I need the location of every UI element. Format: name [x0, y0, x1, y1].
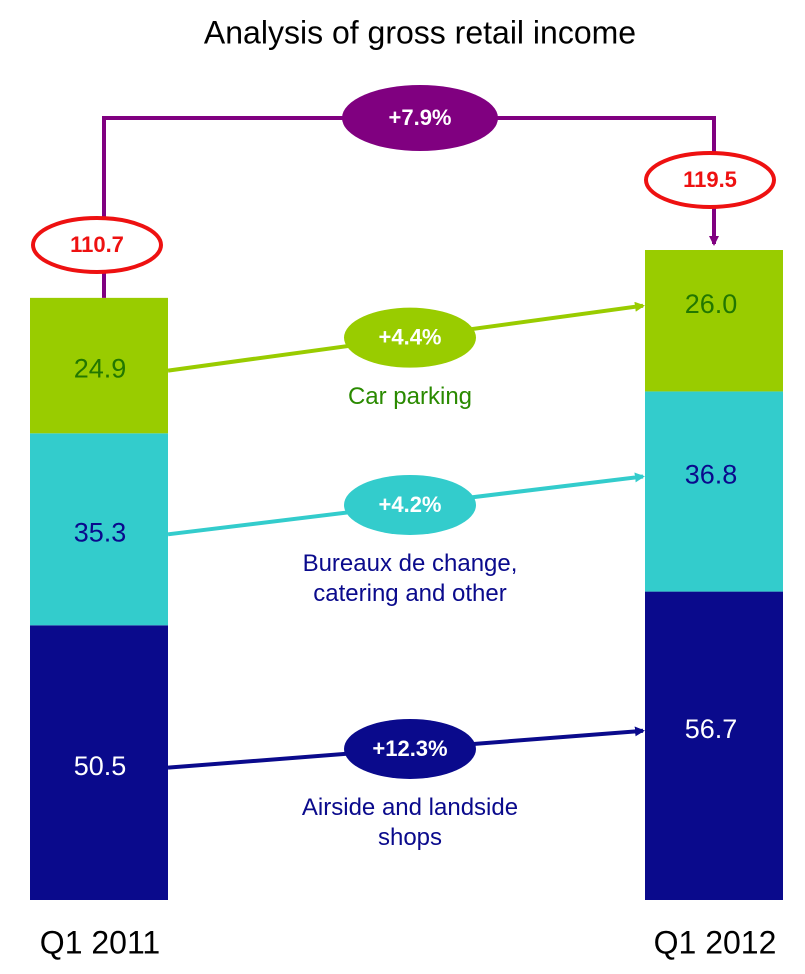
value-label: 50.5: [74, 751, 127, 781]
change-bubble: [344, 307, 476, 368]
bar-segment: [30, 625, 168, 900]
value-label: 56.7: [685, 714, 738, 744]
change-label: +4.2%: [379, 492, 442, 517]
bar-segment: [645, 391, 783, 592]
x-tick-label: Q1 2012: [654, 924, 777, 960]
total-bubble: [31, 216, 163, 274]
bar-segment: [30, 297, 168, 434]
series-name: Airside and landside shops: [301, 793, 519, 851]
bar-segment: [645, 591, 783, 900]
change-label: +4.4%: [379, 324, 442, 349]
total-label: 119.5: [683, 167, 737, 192]
x-tick-label: Q1 2011: [40, 924, 160, 960]
value-label: 24.9: [74, 354, 127, 384]
value-label: 26.0: [685, 289, 738, 319]
series-name: Car parking: [347, 382, 473, 410]
total-bubble: [644, 151, 776, 209]
total-change-bubble: [342, 85, 498, 151]
bar-segment: [30, 433, 168, 626]
total-change-label: +7.9%: [389, 105, 452, 130]
total-label: 110.7: [70, 232, 124, 257]
bar-segment: [645, 250, 783, 392]
change-bubble: [344, 474, 476, 535]
value-label: 36.8: [685, 460, 738, 490]
series-name: Bureaux de change, catering and other: [302, 549, 518, 607]
chart-title: Analysis of gross retail income: [204, 14, 636, 50]
change-bubble: [344, 718, 476, 779]
change-label: +12.3%: [372, 736, 447, 761]
value-label: 35.3: [74, 517, 127, 547]
